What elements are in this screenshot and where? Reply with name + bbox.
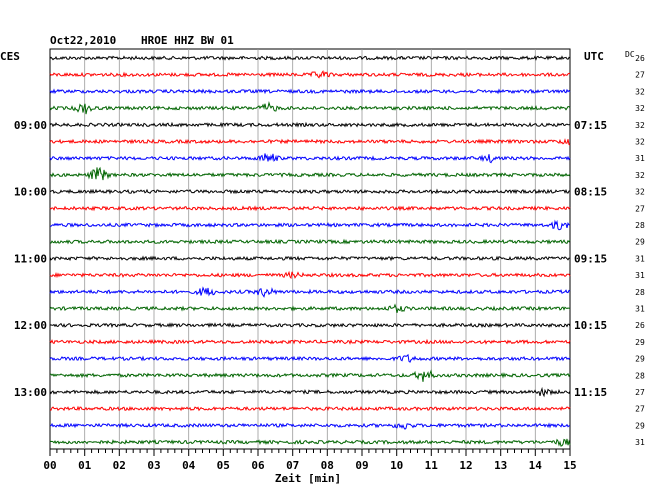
right-time-label: 10:15 [574, 319, 607, 332]
dc-offset-label: 32 [635, 171, 645, 180]
seismic-trace [49, 270, 571, 280]
left-time-labels: 09:00 10:00 11:00 12:00 13:00 [14, 119, 47, 399]
x-tick-label: 04 [182, 459, 196, 472]
seismic-trace [49, 369, 571, 382]
seismic-trace [49, 55, 571, 61]
right-time-label: 09:15 [574, 252, 607, 265]
x-tick-label: 02 [113, 459, 126, 472]
seismic-trace [49, 303, 571, 314]
seismic-trace [49, 101, 571, 115]
seismic-trace [49, 422, 571, 430]
x-tick-label: 14 [529, 459, 543, 472]
seismic-trace [49, 166, 571, 181]
dc-offset-label: 27 [635, 71, 645, 80]
seismic-trace [49, 238, 571, 245]
dc-offset-label: 26 [635, 321, 645, 330]
dc-offset-label: 32 [635, 188, 645, 197]
dc-offset-label: 29 [635, 421, 645, 430]
left-time-label: 10:00 [14, 186, 47, 199]
dc-offset-label: 31 [635, 154, 645, 163]
seismic-trace [50, 219, 571, 231]
left-time-label: 11:00 [14, 252, 47, 265]
right-time-labels: 07:15 08:15 09:15 10:15 11:15 [574, 119, 607, 399]
dc-offset-label: 31 [635, 254, 645, 263]
seismic-trace [49, 138, 571, 146]
x-tick-label: 15 [563, 459, 576, 472]
seismic-trace [49, 286, 571, 298]
x-tick-label: 10 [390, 459, 403, 472]
dc-header-label: DC [625, 50, 635, 59]
seismic-trace [49, 386, 571, 398]
left-time-label: 12:00 [14, 319, 47, 332]
x-tick-label: 08 [321, 459, 334, 472]
dc-offset-label: 31 [635, 271, 645, 280]
dc-offset-label: 28 [635, 371, 645, 380]
seismic-trace [49, 153, 571, 164]
dc-offset-label: 29 [635, 355, 645, 364]
seismic-trace [49, 121, 571, 128]
seismic-trace [49, 353, 571, 363]
dc-offset-label: 28 [635, 221, 645, 230]
seismic-trace [49, 188, 571, 195]
left-time-label: 13:00 [14, 386, 47, 399]
right-time-label: 08:15 [574, 186, 607, 199]
grid-lines [84, 49, 536, 449]
x-tick-label: 07 [286, 459, 299, 472]
dc-offset-label: 27 [635, 405, 645, 414]
x-tick-label: 05 [217, 459, 230, 472]
dc-offset-labels: 26 27 32 32 32 32 31 32 32 27 28 29 31 31 28 31 26 29 29 28… [635, 54, 645, 447]
seismic-trace [49, 70, 570, 79]
x-axis-label: Zeit [min] [275, 472, 341, 485]
dc-offset-label: 31 [635, 438, 645, 447]
dc-offset-label: 26 [635, 54, 645, 63]
dc-offset-label: 31 [635, 305, 645, 314]
x-tick-label: 03 [147, 459, 160, 472]
x-axis-ticks [49, 449, 571, 456]
seismic-trace [49, 438, 571, 447]
x-tick-label: 09 [355, 459, 368, 472]
dc-offset-label: 29 [635, 238, 645, 247]
dc-offset-label: 28 [635, 288, 645, 297]
left-time-label: 09:00 [14, 119, 47, 132]
right-time-label: 11:15 [574, 386, 607, 399]
chart-station: HROE HHZ BW 01 [141, 34, 234, 47]
dc-offset-label: 29 [635, 338, 645, 347]
x-tick-label: 12 [459, 459, 472, 472]
dc-offset-label: 32 [635, 87, 645, 96]
plot-frame [49, 48, 571, 450]
x-tick-label: 01 [78, 459, 92, 472]
chart-date: Oct22,2010 [50, 34, 116, 47]
seismic-trace [49, 255, 570, 262]
seismic-trace [49, 405, 571, 412]
seismic-trace [49, 205, 571, 212]
left-timezone-label: CES [0, 50, 20, 63]
dc-offset-label: 27 [635, 388, 645, 397]
seismic-trace [49, 88, 571, 95]
x-tick-label: 00 [43, 459, 56, 472]
dc-offset-label: 27 [635, 204, 645, 213]
dc-offset-label: 32 [635, 121, 645, 130]
x-tick-label: 06 [251, 459, 265, 472]
seismic-trace [49, 322, 571, 329]
right-time-label: 07:15 [574, 119, 607, 132]
seismic-traces [49, 55, 571, 447]
dc-offset-label: 32 [635, 104, 645, 113]
seismic-trace [49, 338, 571, 345]
dc-offset-label: 32 [635, 138, 645, 147]
x-tick-label: 13 [494, 459, 507, 472]
right-timezone-label: UTC [584, 50, 604, 63]
x-tick-labels: 00 01 02 03 04 05 06 07 08 09 10 11 12 13 14 15 [43, 459, 576, 472]
x-tick-label: 11 [425, 459, 439, 472]
